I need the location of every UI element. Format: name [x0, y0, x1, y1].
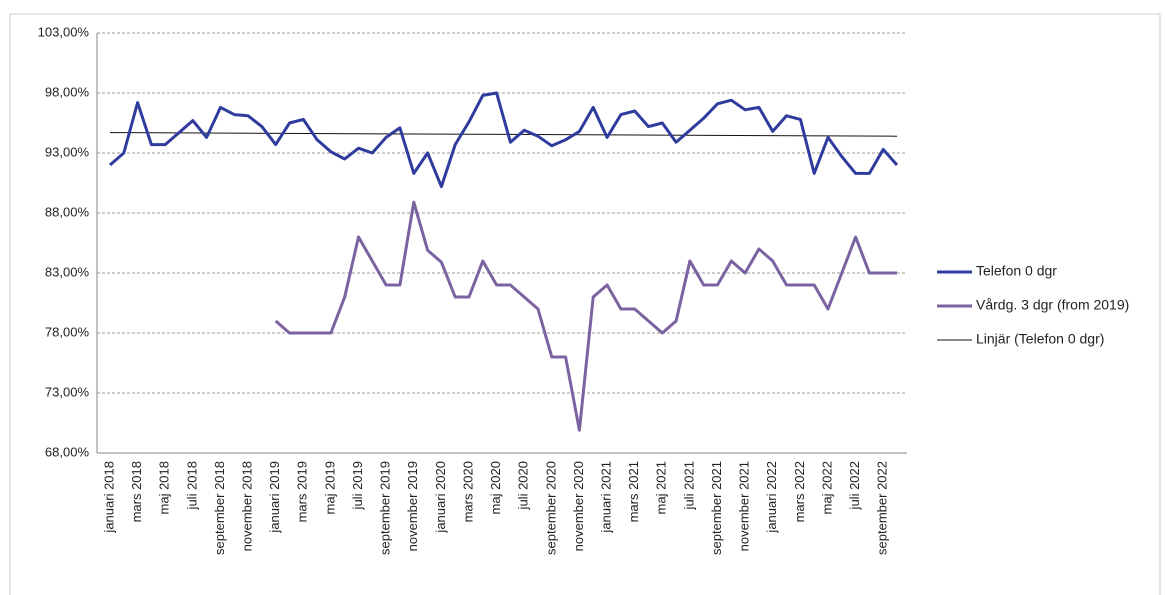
legend-label: Telefon 0 dgr — [976, 263, 1057, 279]
x-tick-label: maj 2022 — [819, 461, 834, 514]
x-tick-label: januari 2018 — [101, 461, 116, 534]
x-tick-label: september 2020 — [543, 461, 558, 555]
x-tick-label: juli 2021 — [681, 461, 696, 510]
y-tick-label: 83,00% — [45, 264, 90, 279]
x-tick-label: maj 2021 — [654, 461, 669, 514]
x-tick-label: november 2019 — [405, 461, 420, 551]
x-tick-label: september 2019 — [378, 461, 393, 555]
x-tick-label: maj 2020 — [488, 461, 503, 514]
x-tick-label: september 2022 — [875, 461, 890, 555]
chart-border — [9, 13, 1161, 595]
trend-line — [109, 132, 898, 137]
y-tick-label: 103,00% — [38, 24, 90, 39]
legend-label: Linjär (Telefon 0 dgr) — [976, 331, 1104, 347]
x-tick-label: januari 2020 — [433, 461, 448, 534]
x-tick-label: juli 2018 — [184, 461, 199, 510]
x-tick-label: januari 2021 — [598, 461, 613, 534]
x-tick-label: september 2021 — [709, 461, 724, 555]
y-tick-label: 93,00% — [45, 144, 90, 159]
y-tick-label: 88,00% — [45, 204, 90, 219]
legend-label: Vårdg. 3 dgr (from 2019) — [976, 297, 1129, 313]
x-tick-label: juli 2019 — [350, 461, 365, 510]
x-tick-label: juli 2022 — [847, 461, 862, 510]
x-tick-label: mars 2021 — [626, 461, 641, 522]
y-tick-label: 98,00% — [45, 84, 90, 99]
x-tick-label: mars 2020 — [460, 461, 475, 522]
x-tick-label: januari 2019 — [267, 461, 282, 534]
x-tick-label: maj 2018 — [157, 461, 172, 514]
x-tick-label: juli 2020 — [516, 461, 531, 510]
x-tick-label: januari 2022 — [764, 461, 779, 534]
y-tick-label: 68,00% — [45, 444, 90, 459]
x-tick-label: mars 2019 — [295, 461, 310, 522]
x-tick-label: november 2018 — [240, 461, 255, 551]
x-tick-label: november 2020 — [571, 461, 586, 551]
series-line — [274, 200, 897, 432]
y-tick-label: 73,00% — [45, 384, 90, 399]
y-tick-label: 78,00% — [45, 324, 90, 339]
x-tick-label: mars 2022 — [792, 461, 807, 522]
x-tick-label: september 2018 — [212, 461, 227, 555]
series-line — [109, 91, 899, 189]
x-tick-label: maj 2019 — [322, 461, 337, 514]
x-tick-label: mars 2018 — [129, 461, 144, 522]
x-tick-label: november 2021 — [737, 461, 752, 551]
